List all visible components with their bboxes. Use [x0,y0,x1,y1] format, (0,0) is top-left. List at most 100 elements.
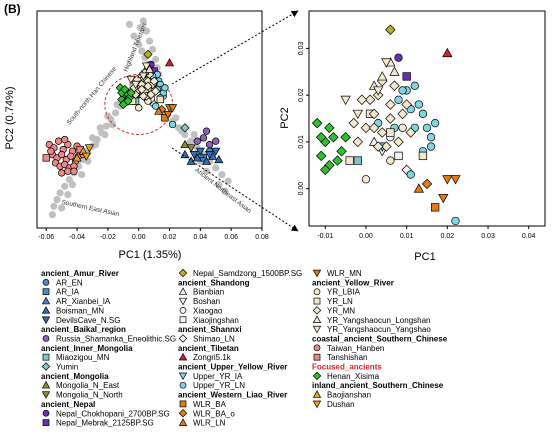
sample-point-taiwan_hanben [58,169,66,177]
sample-point-taiwan_hanben [58,150,66,159]
sample-point-upper_yr_ln [394,95,403,104]
sample-point-upper_yr_ln [418,109,428,118]
reference-cloud-point [58,204,66,212]
legend-symbol-henan_xisima [312,371,322,381]
sample-point-yr_mn [138,91,148,101]
zoom-arrow-top [171,10,299,85]
sample-point-yr_mn [385,99,396,110]
legend-symbol-wlr_ba_o [178,409,188,418]
sample-point-yr_ln [386,128,395,137]
y-tick-label: 0.02 [298,88,305,102]
panel-label: (B) [4,2,21,16]
sample-point-yr_mn [385,113,396,124]
sample-point-upper_yr_ln [168,120,177,129]
sample-point-nepal_samdzong [385,24,396,35]
sample-point-yr_yangshao [131,80,141,90]
reference-cloud-point [78,170,86,179]
sample-point-wlr_mn [438,193,449,204]
legend-group-header: ancient_Tibetan [178,344,239,353]
legend-item-label: Boshan [193,297,220,306]
x-tick-label: 0.02 [441,233,455,240]
legend-item-label: Zongri5.1k [193,353,232,362]
sample-point-wlr_mn [163,110,173,120]
sample-point-yr_mn [393,136,404,148]
sample-point-taiwan_hanben [67,152,75,160]
legend-group-header: ancient_Inner_Mongolia [41,344,133,353]
legend-symbol-mongolia_n_north [41,391,51,399]
legend-symbol-wlr_ln [178,418,188,426]
legend-symbol-ar_en [42,279,50,286]
sample-point-wlr_ln [413,183,425,193]
legend-item-label: AR_IA [56,288,80,297]
legend-symbol-miaozigou [42,353,50,361]
sample-point-nepal_mebrak [402,72,411,81]
sample-point-henan_xisima [118,99,128,110]
reference-cloud-point [135,40,143,48]
legend-group-header: ancient_Amur_River [41,269,119,278]
sample-point-upper_yr_ln [398,86,407,95]
left-y-axis-label: PC2 (0.74%) [4,87,16,150]
sample-point-yr_lbia [135,104,143,112]
legend-item-label: Baojianshan [327,391,371,400]
sample-point-baojianshan [72,153,82,162]
sample-point-upper_yr_ln [406,170,415,179]
reference-cloud-point [56,189,64,197]
legend-item-label: Upper_YR_LN [193,381,245,390]
x-tick-label: 0.04 [194,234,208,241]
sample-point-henan_xisima [332,155,343,166]
sample-point-upper_yr_ln [430,119,440,128]
reference-cloud-point [212,164,220,172]
sample-point-yr_ln [345,156,354,165]
sample-point-russia_shamanka [202,127,211,135]
legend-item-label: WLR_BA [193,400,227,409]
sample-point-yr_mn [151,86,161,96]
reference-cloud-point [102,122,110,130]
reference-cloud-point [64,191,72,199]
sample-point-yr_mn [368,122,380,134]
reference-cloud-point [190,130,198,139]
sample-point-taiwan_hanben [70,167,78,175]
x-tick-label: 0.01 [400,233,414,240]
legend-symbol-ar_xianbei [41,296,51,305]
legend: ancient_Amur_RiverAR_ENAR_IAAR_Xianbei_I… [41,268,448,428]
legend-item-label: Mongolia_N_North [56,391,123,400]
legend-symbol-yumin [41,362,51,371]
sample-point-yr_mn [376,127,388,138]
sample-point-yr_mn [389,80,400,92]
sample-point-boisman [214,154,224,164]
x-tick-label: 0.00 [132,234,146,241]
sample-point-nepal_samdzong [143,49,153,60]
sample-point-taiwan_hanben [54,137,63,145]
legend-item-label: WLR_BA_o [193,409,235,418]
legend-item-label: Tanshishan [327,353,367,362]
sample-point-taiwan_hanben [47,147,55,155]
sample-point-yr_mn [401,99,412,110]
y-tick-label: 0.03 [298,41,305,55]
x-tick-label: 0.02 [163,234,177,241]
reference-cloud-point [91,140,100,149]
sample-point-henan_xisima [126,88,136,98]
legend-item-label: WLR_LN [193,419,226,428]
sample-point-yr_yangshao [340,95,351,106]
legend-symbol-yr_mn [312,306,322,315]
reference-cloud-point [125,20,134,28]
sample-point-yr_ln [156,95,164,104]
x-tick-label: -0.01 [317,233,333,240]
sample-point-mongolia_n_north [186,144,196,153]
legend-symbol-ar_ia [42,288,50,296]
legend-symbol-wlr_mn [312,269,322,278]
legend-item-label: Miaozigou_MN [56,353,110,362]
sample-point-taiwan_hanben [61,135,69,144]
legend-symbol-nepal_samdzong [178,268,188,278]
sample-point-yr_mn [360,122,372,134]
sample-point-dushan [81,152,91,161]
sample-point-zongri [164,58,175,67]
legend-symbol-taiwan_hanben [313,344,321,352]
reference-cloud-point [50,202,58,210]
legend-item-label: Xiaojingshan [193,316,239,325]
legend-group-header: ancient_Upper_Yellow_River [178,363,287,372]
y-tick-label: 0.01 [298,135,305,149]
legend-item-label: Nepal_Mebrak_2125BP.SG [56,419,154,428]
right-x-axis: -0.01 0.00 0.01 0.02 0.03 0.04 [317,226,536,240]
legend-symbol-xiaogao [179,307,187,314]
